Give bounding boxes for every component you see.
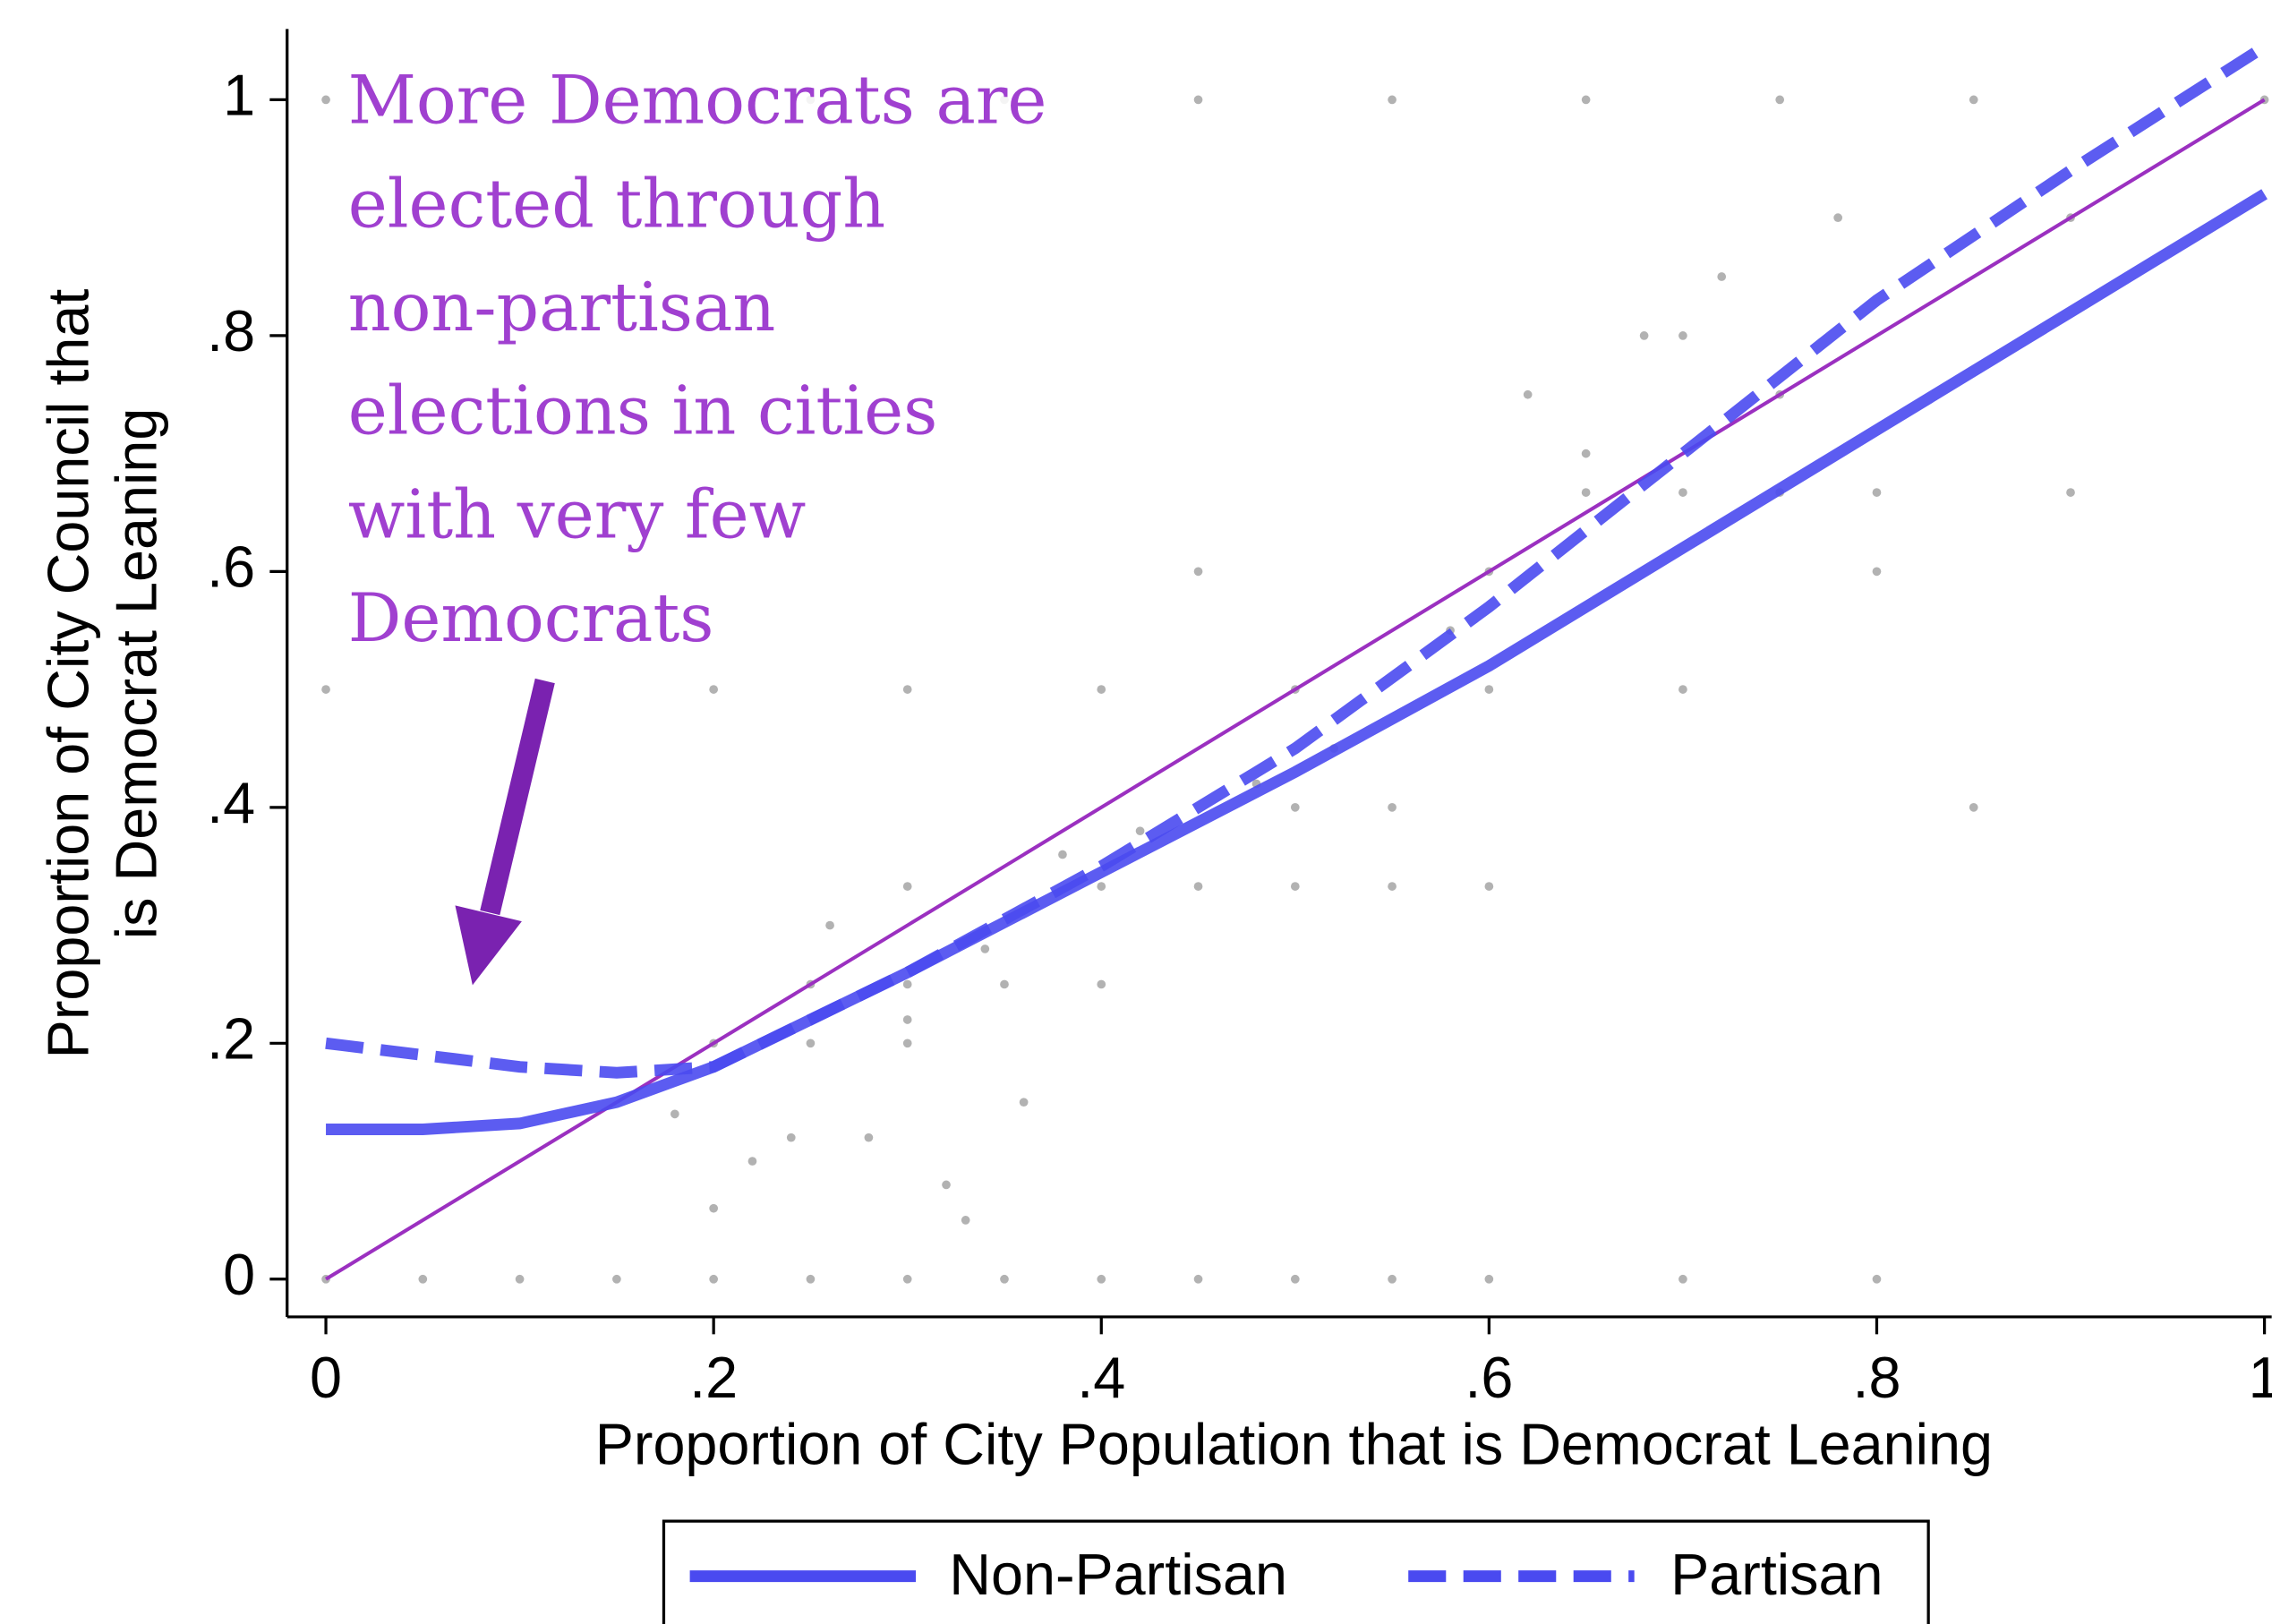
arrow <box>455 678 555 986</box>
point <box>942 1180 951 1190</box>
point <box>806 1274 816 1284</box>
point <box>418 1274 428 1284</box>
point <box>806 1039 816 1048</box>
legend-label: Non-Partisan <box>949 1542 1287 1607</box>
x-tick-label: .4 <box>1077 1345 1125 1410</box>
y-tick-label: .6 <box>207 534 255 599</box>
point <box>1581 488 1591 497</box>
arrow-shaft <box>480 678 555 916</box>
point <box>1097 979 1106 989</box>
point <box>2066 488 2075 497</box>
point <box>1484 1274 1494 1284</box>
legend-label: Partisan <box>1670 1542 1883 1607</box>
point <box>825 920 834 930</box>
point <box>1019 1098 1029 1107</box>
point <box>786 1133 796 1142</box>
point <box>1193 567 1203 577</box>
y-axis-label: Proportion of City Council that <box>35 289 100 1059</box>
point <box>1678 488 1687 497</box>
point <box>1523 389 1533 399</box>
point <box>902 882 912 891</box>
point <box>1678 685 1687 694</box>
y-tick-label: 0 <box>223 1242 255 1307</box>
annotation-line: elected through <box>348 165 886 243</box>
point <box>1872 567 1882 577</box>
point <box>902 685 912 694</box>
point <box>1717 272 1727 281</box>
point <box>1135 826 1145 836</box>
fit-line <box>326 189 2268 1135</box>
y-axis-label: is Democrat Leaning <box>103 408 168 940</box>
point <box>1193 882 1203 891</box>
x-tick-label: .6 <box>1465 1345 1513 1410</box>
point <box>612 1274 621 1284</box>
point <box>1969 95 1978 105</box>
point <box>1097 882 1106 891</box>
point <box>709 1274 719 1284</box>
point <box>1484 685 1494 694</box>
point <box>1097 685 1106 694</box>
point <box>1581 95 1591 105</box>
annotation-bg <box>336 64 1148 674</box>
point <box>1872 488 1882 497</box>
fit-layer <box>324 41 2268 1281</box>
point <box>1678 1274 1687 1284</box>
annotation-line: with very few <box>348 475 807 553</box>
y-tick-label: 1 <box>223 63 255 128</box>
point <box>1193 95 1203 105</box>
y-tick-label: .2 <box>207 1005 255 1071</box>
point <box>515 1274 525 1284</box>
point <box>321 685 330 694</box>
point <box>1290 1274 1300 1284</box>
x-tick-label: .8 <box>1852 1345 1900 1410</box>
point <box>1484 882 1494 891</box>
point <box>961 1216 970 1225</box>
legend: Non-Partisan Partisan <box>662 1519 1930 1624</box>
y-tick-label: .4 <box>207 770 255 835</box>
point <box>902 979 912 989</box>
point <box>1000 979 1009 989</box>
point <box>1388 95 1397 105</box>
fit-line <box>325 41 2268 1079</box>
x-tick-label: .2 <box>689 1345 738 1410</box>
annotation-line: elections in cities <box>348 372 938 450</box>
annotation-line: non-partisan <box>348 269 776 346</box>
point <box>1872 1274 1882 1284</box>
point <box>1000 1274 1009 1284</box>
point <box>980 944 990 953</box>
point <box>1058 850 1067 859</box>
reference-line <box>324 98 2266 1281</box>
point <box>1193 1274 1203 1284</box>
point <box>902 1039 912 1048</box>
point <box>321 95 330 105</box>
point <box>1833 213 1843 222</box>
x-axis-label: Proportion of City Population that is De… <box>595 1411 1993 1476</box>
y-tick-label: .8 <box>207 298 255 363</box>
point <box>1290 802 1300 812</box>
point <box>902 1015 912 1024</box>
x-tick-label: 0 <box>310 1345 342 1410</box>
point <box>1388 882 1397 891</box>
point <box>902 1274 912 1284</box>
arrow-head <box>455 905 522 986</box>
point <box>1775 95 1785 105</box>
point <box>864 1133 874 1142</box>
point <box>709 1203 719 1213</box>
point <box>1639 331 1649 340</box>
point <box>1969 802 1978 812</box>
point <box>709 685 719 694</box>
point <box>1388 802 1397 812</box>
point <box>1388 1274 1397 1284</box>
point <box>1678 331 1687 340</box>
point <box>1097 1274 1106 1284</box>
annotation: More Democrats are elected through non-par… <box>348 62 1047 658</box>
point <box>747 1157 757 1166</box>
point <box>670 1109 679 1119</box>
annotation-line: Democrats <box>348 579 714 657</box>
x-tick-label: 1 <box>2249 1345 2272 1410</box>
point <box>1581 449 1591 458</box>
point <box>1290 882 1300 891</box>
annotation-line: More Democrats are <box>348 62 1047 140</box>
